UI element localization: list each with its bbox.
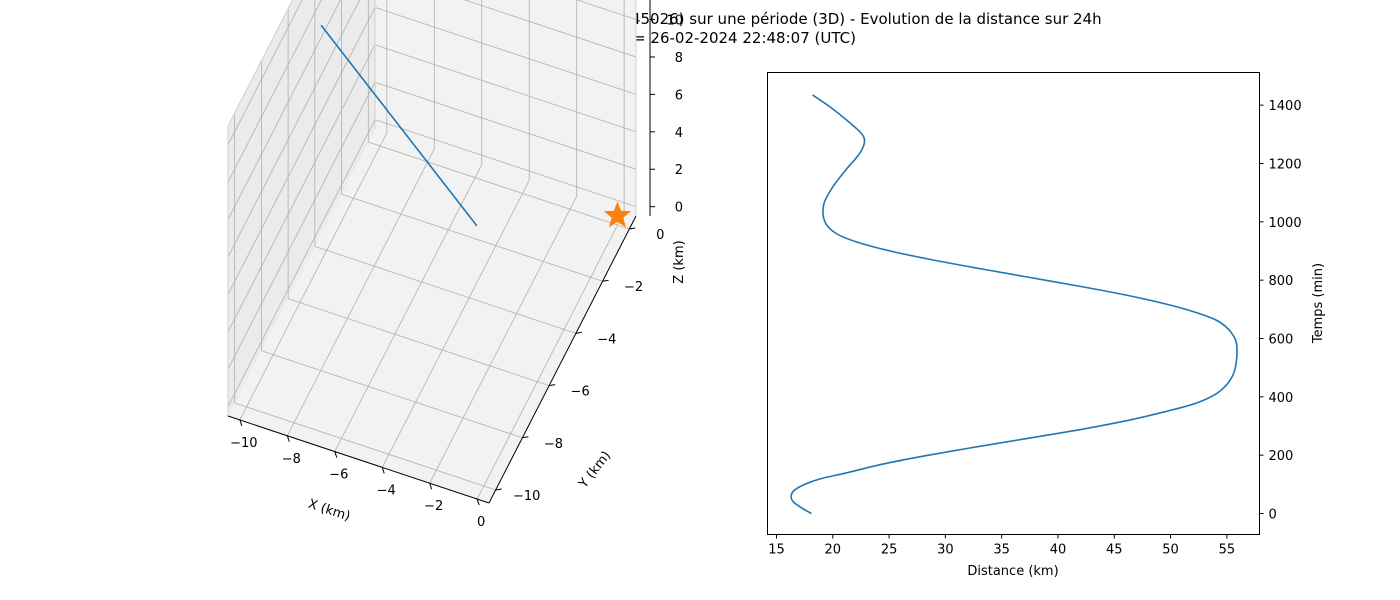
x-tick-label: −8: [282, 452, 301, 467]
y-axis-label: Y (km): [576, 449, 615, 492]
back-pane: [375, 0, 636, 216]
grid-line-y-floor: [368, 141, 630, 230]
x-axis-line: [227, 415, 490, 504]
x-tick-label: 40: [1050, 543, 1067, 558]
x-axis-label: Distance (km): [967, 564, 1058, 579]
x-tick: [381, 467, 385, 474]
y-tick-label: 1000: [1269, 216, 1302, 231]
grid-line-y-floor: [341, 193, 603, 282]
x-axis-label: X (km): [306, 497, 352, 525]
grid-line-x-floor: [381, 180, 530, 468]
z-tick-label: 0: [675, 201, 683, 216]
grid-line-z-back: [576, 0, 637, 20]
y-tick: [629, 227, 636, 230]
x-tick-label: 45: [1106, 543, 1123, 558]
grid-line-z-left: [227, 0, 303, 145]
grid-line-x-floor: [334, 164, 483, 452]
grid-line-x-floor: [286, 148, 435, 436]
x-tick-label: 55: [1219, 543, 1236, 558]
y-tick-label: −4: [597, 332, 616, 347]
x-tick-label: −4: [377, 483, 396, 498]
grid-line-z-left: [227, 0, 341, 220]
z-tick-label: 8: [675, 51, 683, 66]
x-tick: [239, 419, 243, 427]
grid-line-z-left: [227, 0, 322, 183]
chart-distance-vs-time: Distance (km) Temps (min) 15 20 25 30 35 40 45…: [767, 72, 1326, 579]
x-tick-label: 35: [993, 543, 1010, 558]
pane-edge: [227, 0, 294, 127]
floor-pane: [228, 129, 636, 503]
z-axis-label: Z (km): [672, 240, 687, 283]
x-tick-label: 30: [937, 543, 954, 558]
y-tick: [602, 279, 609, 282]
x-tick-label: −2: [424, 499, 443, 514]
y-tick-label: 600: [1269, 333, 1294, 348]
x-tick: [334, 451, 338, 458]
grid-line-z-left: [227, 44, 376, 332]
grid-line-z-left: [227, 119, 376, 407]
y-tick-label: −10: [513, 489, 540, 504]
grid-line-z-back: [374, 119, 637, 208]
y-tick-label: −8: [544, 437, 563, 452]
y-tick-label: 1400: [1269, 99, 1302, 114]
target-star-marker: [603, 201, 632, 228]
x-tick: [286, 435, 290, 442]
x-tick: [429, 483, 433, 490]
grid-line-z-left: [227, 0, 361, 258]
grid-line-z-back: [374, 44, 637, 133]
grid-line-z-back: [374, 81, 637, 170]
grid-line-z-back: [374, 7, 637, 95]
y-tick-label: 0: [656, 228, 664, 243]
y-tick-label: 200: [1269, 449, 1294, 464]
grid-line-z-left: [227, 7, 376, 295]
x-tick: [476, 498, 480, 506]
z-tick-label: 10: [666, 14, 683, 29]
grid-line-y-floor: [261, 350, 523, 439]
distance-curve: [790, 94, 1238, 515]
z-tick-label: 6: [675, 88, 683, 103]
grid-line-y-floor: [234, 402, 496, 491]
x-tick-label: −10: [230, 436, 257, 451]
x-tick-label: 0: [477, 515, 485, 530]
y-tick-label: −6: [571, 385, 590, 400]
y-tick: [522, 436, 529, 439]
x-tick-label: 50: [1162, 543, 1179, 558]
y-tick-label: 1200: [1269, 158, 1302, 173]
x-tick-label: −6: [329, 468, 348, 483]
y-tick: [575, 331, 582, 334]
grid-line-x-floor: [476, 211, 625, 500]
y-tick: [549, 384, 556, 387]
chart-3d-trajectory: X (km) Y (km) Z (km) −10 −8 −6 −4 −2 0 −10 −8 −6…: [227, 0, 687, 530]
grid-line-z-left: [227, 82, 376, 370]
y-axis-line: [488, 215, 637, 504]
y-tick-label: 0: [1269, 508, 1277, 523]
x-tick-label: 25: [881, 543, 898, 558]
y-axis-label: Temps (min): [1311, 263, 1326, 344]
x-tick-label: 20: [825, 543, 842, 558]
grid-line-x-floor: [429, 196, 578, 484]
left-pane: [228, 0, 375, 416]
y-tick: [495, 488, 502, 491]
grid-line-x-floor: [239, 132, 388, 421]
trajectory-line: [320, 24, 478, 227]
grid-line-y-floor: [288, 298, 550, 386]
z-tick-label: 2: [675, 163, 683, 178]
z-tick-label: 4: [675, 126, 683, 141]
grid-line-z-back: [463, 0, 637, 58]
y-tick-label: 400: [1269, 391, 1294, 406]
x-tick-label: 15: [768, 543, 785, 558]
grid-line-y-floor: [314, 246, 576, 334]
y-tick-label: −2: [624, 280, 643, 295]
plot-area-frame: [767, 72, 1260, 535]
y-tick-label: 800: [1269, 274, 1294, 289]
